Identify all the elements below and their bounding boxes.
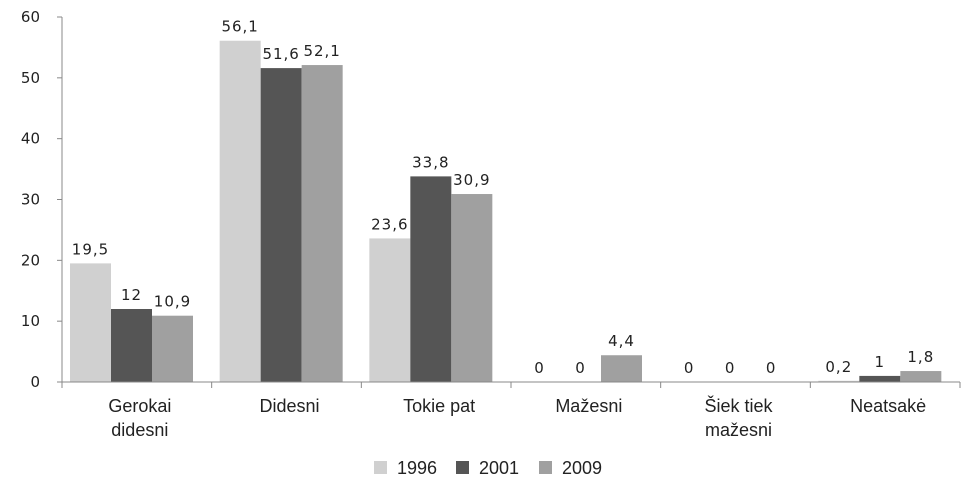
bar-2009 bbox=[451, 194, 493, 382]
data-label-2001: 12 bbox=[121, 286, 142, 304]
data-label-2009: 10,9 bbox=[154, 293, 191, 311]
category-label-line: Mažesni bbox=[555, 396, 622, 416]
data-label-2009: 4,4 bbox=[608, 332, 635, 350]
data-label-1996: 0,2 bbox=[825, 358, 852, 376]
category-label-line: Neatsakė bbox=[850, 396, 926, 416]
data-labels: 19,5 12 10,9 56,151,6 52,1 23,6 33,830,9 0 0 4,4 0… bbox=[72, 18, 934, 377]
category-label: Mažesni bbox=[555, 396, 622, 416]
legend-swatch-1996 bbox=[374, 461, 387, 474]
category-label-line: Tokie pat bbox=[403, 396, 475, 416]
category-label-line: Šiek tiek bbox=[704, 395, 773, 416]
data-label-2001: 33,8 bbox=[412, 153, 449, 171]
y-axis: 0 10 20 30 40 50 60 bbox=[21, 8, 63, 391]
category-label-line: Gerokai bbox=[108, 396, 171, 416]
data-label-2009: 0 bbox=[766, 359, 777, 377]
data-label-2001: 0 bbox=[725, 359, 736, 377]
y-tick-label: 20 bbox=[21, 251, 40, 269]
legend-label-2009: 2009 bbox=[562, 458, 602, 478]
category-label: Gerokai didesni bbox=[108, 396, 171, 440]
data-label-1996: 19,5 bbox=[72, 240, 109, 258]
category-label: Tokie pat bbox=[403, 396, 475, 416]
bar-1996 bbox=[219, 40, 261, 382]
bar-2009 bbox=[601, 355, 642, 382]
data-label-1996: 56,1 bbox=[221, 18, 258, 36]
bar-1996 bbox=[369, 238, 411, 382]
bar-2009 bbox=[900, 371, 942, 382]
category-label: Didesni bbox=[259, 396, 319, 416]
legend-label-1996: 1996 bbox=[397, 458, 437, 478]
y-tick-label: 30 bbox=[21, 191, 40, 209]
category-label-line: Didesni bbox=[259, 396, 319, 416]
bar-2001 bbox=[111, 309, 152, 382]
bar-2009 bbox=[152, 315, 193, 382]
y-tick-label: 0 bbox=[30, 373, 40, 391]
bar-2009 bbox=[301, 65, 343, 382]
bar-1996 bbox=[70, 263, 111, 382]
data-label-2001: 51,6 bbox=[262, 45, 299, 63]
data-label-2009: 30,9 bbox=[453, 171, 490, 189]
y-tick-label: 10 bbox=[21, 312, 40, 330]
y-tick-label: 40 bbox=[21, 130, 40, 148]
y-tick-label: 50 bbox=[21, 69, 40, 87]
x-axis: Gerokai didesni Didesni Tokie pat Mažesni Šie… bbox=[61, 381, 961, 440]
legend-label-2001: 2001 bbox=[479, 458, 519, 478]
category-label-line: mažesni bbox=[705, 420, 772, 440]
data-label-2009: 1,8 bbox=[907, 348, 934, 366]
bars bbox=[70, 40, 942, 382]
data-label-1996: 0 bbox=[534, 359, 545, 377]
category-label: Neatsakė bbox=[850, 396, 926, 416]
legend: 1996 2001 2009 bbox=[374, 458, 602, 478]
data-label-2001: 0 bbox=[575, 359, 586, 377]
bar-2001 bbox=[410, 176, 452, 382]
y-tick-label: 60 bbox=[21, 8, 40, 26]
data-label-2009: 52,1 bbox=[303, 42, 340, 60]
category-label: Šiek tiek mažesni bbox=[704, 395, 773, 440]
data-label-2001: 1 bbox=[875, 353, 886, 371]
data-label-1996: 0 bbox=[684, 359, 695, 377]
bar-2001 bbox=[859, 375, 901, 382]
data-label-1996: 23,6 bbox=[371, 215, 408, 233]
bar-1996 bbox=[818, 380, 860, 382]
category-label-line: didesni bbox=[111, 420, 168, 440]
bar-2001 bbox=[260, 68, 302, 382]
legend-swatch-2001 bbox=[456, 461, 469, 474]
legend-swatch-2009 bbox=[539, 461, 552, 474]
